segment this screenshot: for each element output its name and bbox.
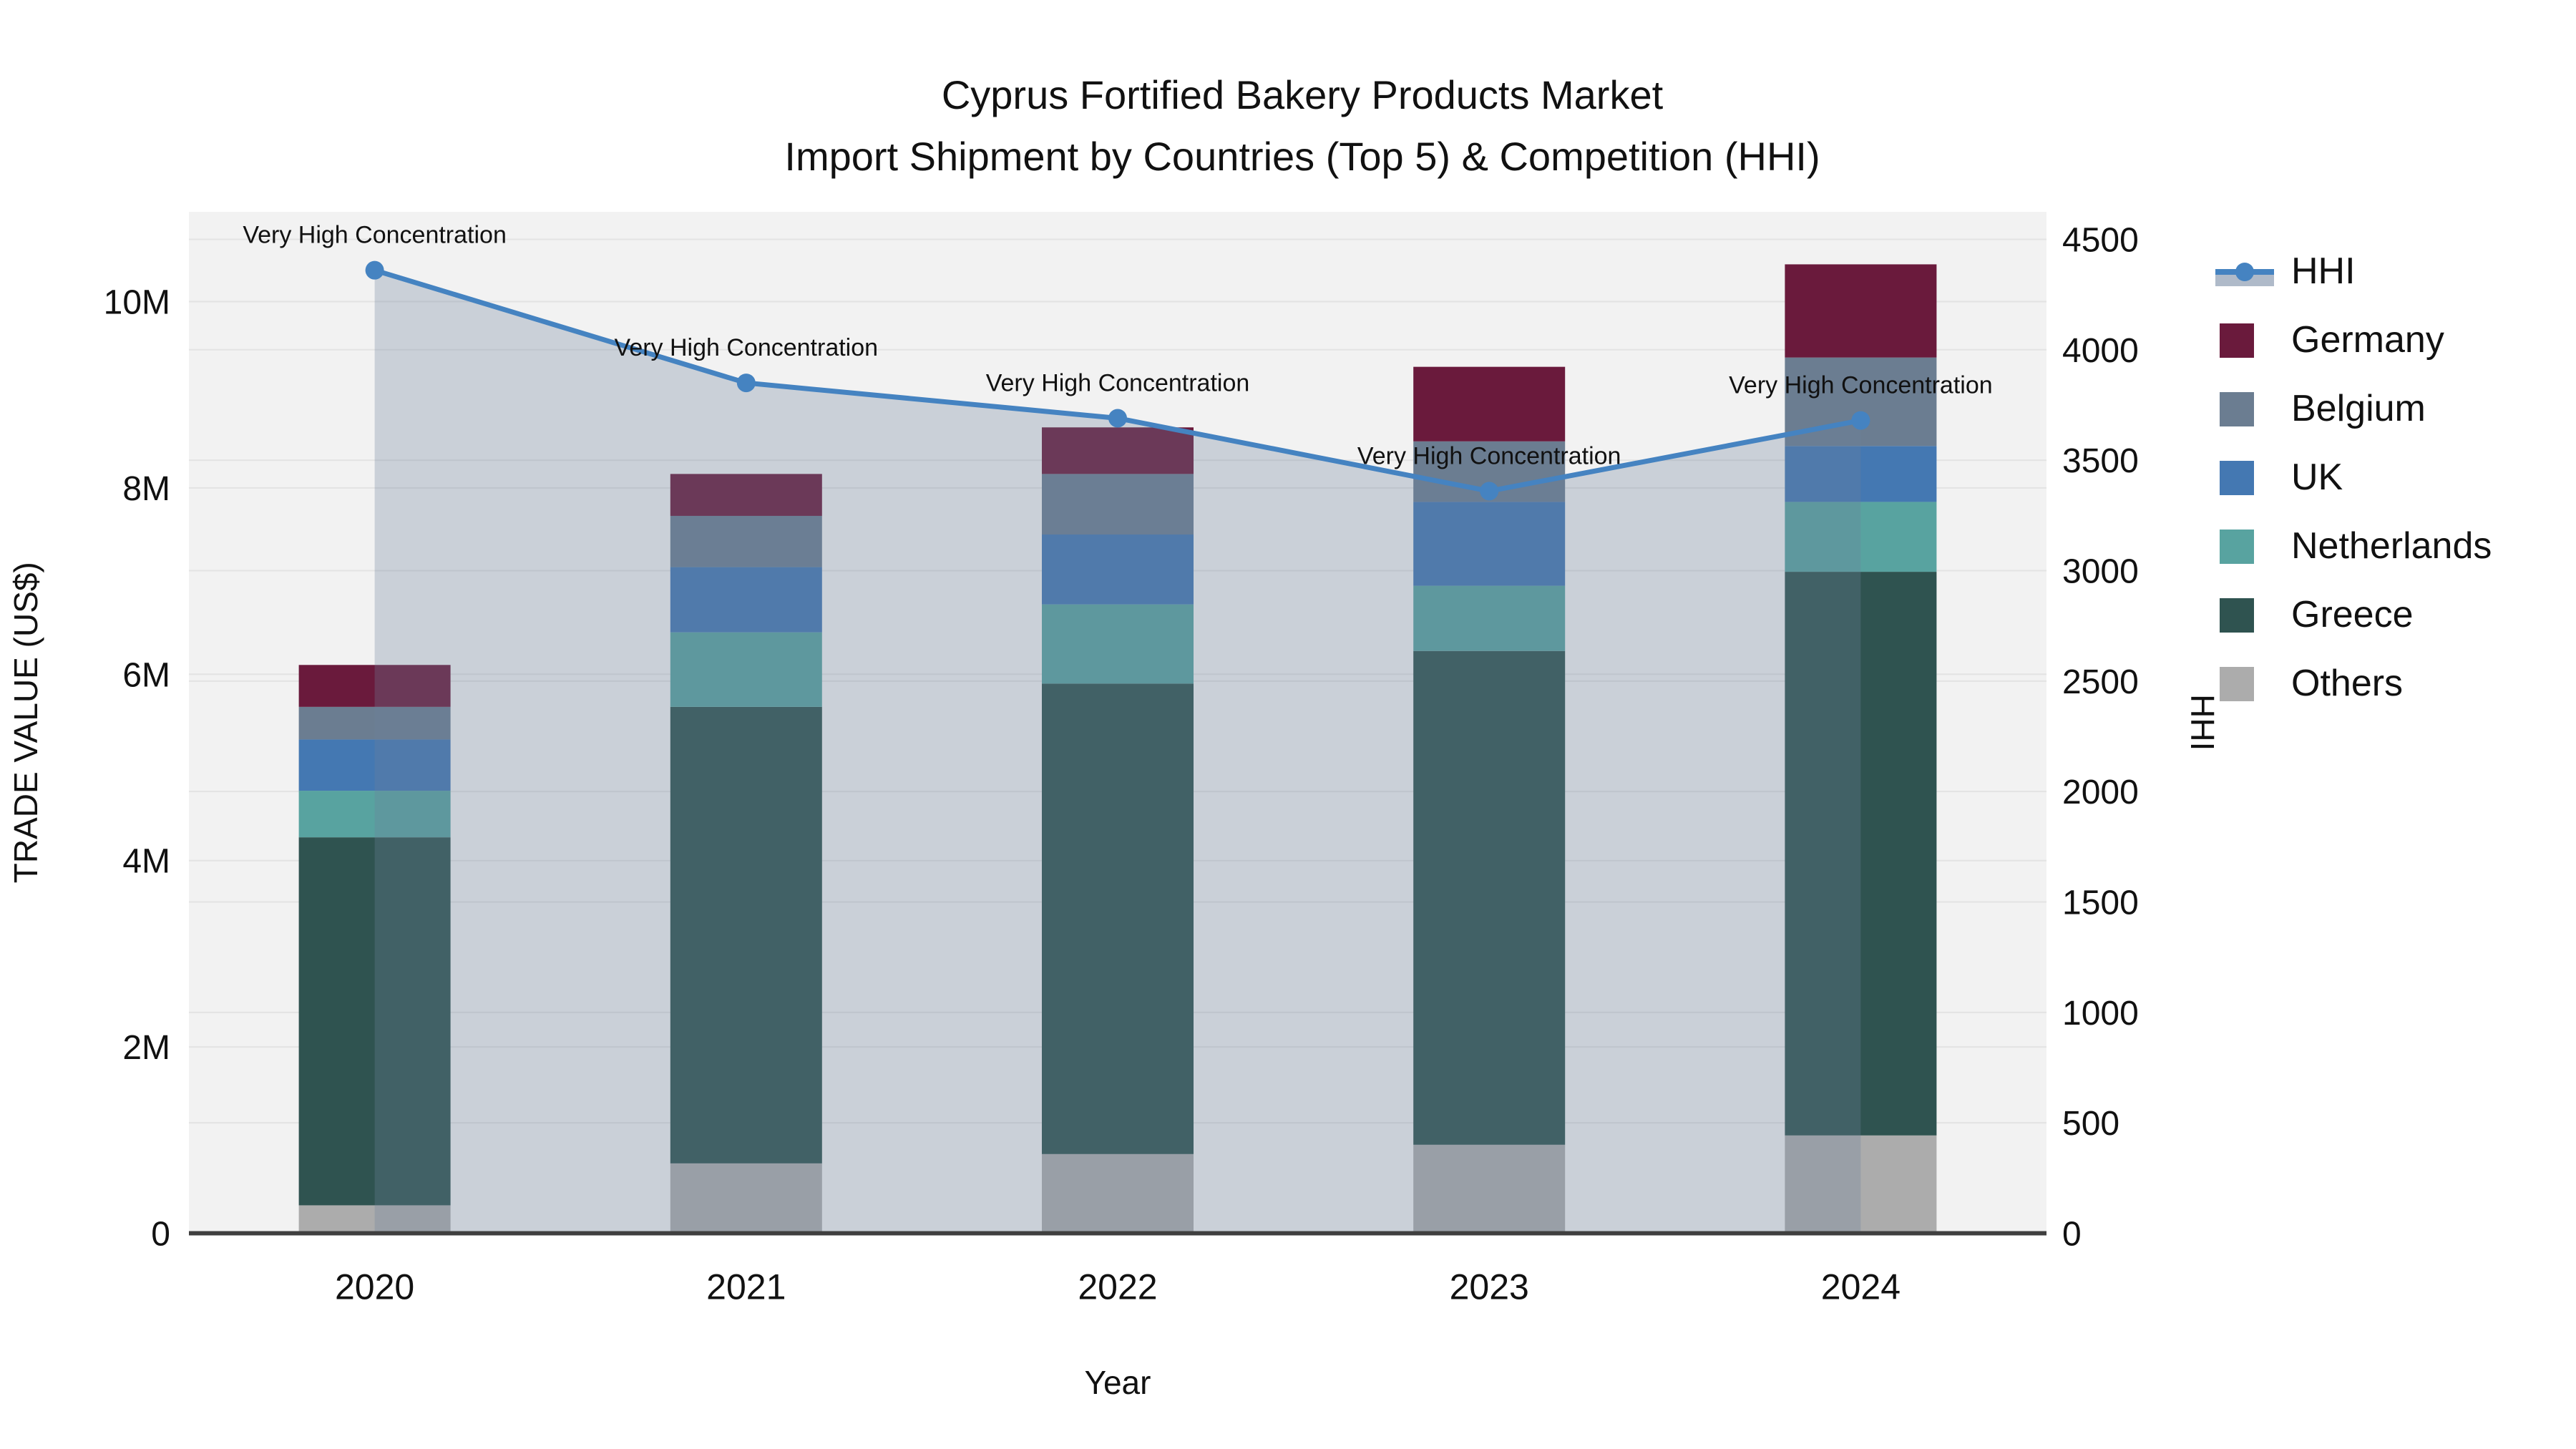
bar-segment-2023-germany[interactable] — [1413, 366, 1566, 441]
y-left-tick-label: 0 — [151, 1216, 170, 1254]
annotation-2023: Very High Concentration — [1357, 442, 1621, 469]
legend-item-uk[interactable]: UK — [2220, 457, 2343, 498]
bar-segment-2024-greece[interactable] — [1785, 572, 1937, 1136]
bar-segment-2024-netherlands[interactable] — [1785, 502, 1937, 572]
legend-label-germany: Germany — [2291, 319, 2444, 361]
y-left-tick-label: 8M — [122, 470, 170, 508]
hhi-marker-2020[interactable] — [365, 260, 384, 280]
y-right-tick-label: 3500 — [2062, 442, 2139, 480]
chart-subtitle: Import Shipment by Countries (Top 5) & C… — [784, 134, 1820, 179]
bar-segment-2021-uk[interactable] — [670, 567, 822, 633]
bar-segment-2020-germany[interactable] — [298, 665, 451, 707]
x-axis-title: Year — [1085, 1364, 1151, 1401]
annotation-2021: Very High Concentration — [615, 334, 879, 361]
legend-swatch-germany — [2220, 323, 2254, 358]
annotation-2022: Very High Concentration — [986, 369, 1250, 396]
hhi-area-fill — [374, 270, 1861, 1234]
legend-item-hhi[interactable]: HHI — [2215, 250, 2356, 292]
legend-label-others: Others — [2291, 663, 2403, 704]
legend-swatch-greece — [2220, 598, 2254, 633]
bar-segment-2022-netherlands[interactable] — [1042, 604, 1194, 684]
legend-swatch-netherlands — [2220, 530, 2254, 564]
annotation-2024: Very High Concentration — [1729, 372, 1993, 399]
legend-swatch-uk — [2220, 461, 2254, 495]
y-right-tick-label: 1500 — [2062, 884, 2139, 922]
y-axis-title-right: HHI — [2184, 694, 2221, 751]
legend-item-greece[interactable]: Greece — [2220, 594, 2414, 635]
bar-segment-2023-others[interactable] — [1413, 1144, 1566, 1234]
x-tick-label-2024: 2024 — [1821, 1267, 1901, 1307]
legend-item-belgium[interactable]: Belgium — [2220, 388, 2426, 429]
bar-segment-2020-greece[interactable] — [298, 837, 451, 1206]
y-right-tick-label: 0 — [2062, 1216, 2082, 1254]
bar-segment-2023-netherlands[interactable] — [1413, 585, 1566, 651]
legend-label-hhi: HHI — [2291, 250, 2356, 292]
bar-segment-2021-others[interactable] — [670, 1163, 822, 1234]
bar-segment-2023-uk[interactable] — [1413, 502, 1566, 586]
bar-segment-2020-netherlands[interactable] — [298, 791, 451, 838]
x-tick-label-2023: 2023 — [1450, 1267, 1529, 1307]
x-tick-label-2022: 2022 — [1078, 1267, 1157, 1307]
bar-segment-2021-netherlands[interactable] — [670, 632, 822, 707]
y-right-tick-label: 4000 — [2062, 332, 2139, 370]
bars-group — [298, 264, 1937, 1234]
hhi-marker-2021[interactable] — [736, 374, 756, 393]
bar-segment-2024-germany[interactable] — [1785, 264, 1937, 358]
bar-segment-2022-uk[interactable] — [1042, 535, 1194, 605]
hhi-marker-2022[interactable] — [1108, 409, 1127, 428]
legend-item-netherlands[interactable]: Netherlands — [2220, 525, 2492, 567]
chart-title: Cyprus Fortified Bakery Products Market — [942, 72, 1664, 117]
bar-segment-2021-greece[interactable] — [670, 706, 822, 1163]
y-left-tick-label: 2M — [122, 1029, 170, 1067]
x-tick-label-2020: 2020 — [335, 1267, 414, 1307]
y-right-tick-label: 2500 — [2062, 663, 2139, 701]
y-right-tick-label: 2000 — [2062, 774, 2139, 811]
y-right-tick-label: 4500 — [2062, 221, 2139, 259]
bar-segment-2021-germany[interactable] — [670, 474, 822, 516]
legend-swatch-others — [2220, 667, 2254, 701]
legend-item-others[interactable]: Others — [2220, 663, 2403, 704]
bar-segment-2023-greece[interactable] — [1413, 650, 1566, 1145]
bar-segment-2022-greece[interactable] — [1042, 683, 1194, 1154]
annotation-2020: Very High Concentration — [243, 222, 507, 249]
y-axis-title-left: TRADE VALUE (US$) — [7, 562, 44, 883]
x-tick-label-2021: 2021 — [706, 1267, 786, 1307]
bar-segment-2024-uk[interactable] — [1785, 446, 1937, 502]
bar-segment-2020-others[interactable] — [298, 1205, 451, 1234]
y-left-tick-label: 6M — [122, 656, 170, 694]
y-left-tick-label: 4M — [122, 843, 170, 881]
legend-label-greece: Greece — [2291, 594, 2414, 635]
bar-segment-2022-belgium[interactable] — [1042, 474, 1194, 535]
bar-segment-2024-others[interactable] — [1785, 1135, 1937, 1234]
legend: HHI Germany Belgium UK Netherlands Greece Othe… — [2215, 250, 2492, 704]
legend-swatch-belgium — [2220, 392, 2254, 426]
bar-segment-2022-others[interactable] — [1042, 1153, 1194, 1234]
legend-hhi-marker-icon — [2235, 263, 2254, 281]
y-right-tick-label: 1000 — [2062, 995, 2139, 1033]
y-right-tick-label: 500 — [2062, 1105, 2119, 1143]
bar-segment-2020-uk[interactable] — [298, 739, 451, 791]
hhi-marker-2023[interactable] — [1480, 482, 1499, 501]
y-right-tick-label: 3000 — [2062, 552, 2139, 590]
bar-segment-2021-belgium[interactable] — [670, 515, 822, 567]
bar-segment-2022-germany[interactable] — [1042, 427, 1194, 474]
bar-segment-2020-belgium[interactable] — [298, 706, 451, 740]
legend-item-germany[interactable]: Germany — [2220, 319, 2444, 361]
y-left-tick-label: 10M — [104, 284, 170, 322]
legend-label-uk: UK — [2291, 457, 2343, 498]
hhi-marker-2024[interactable] — [1851, 411, 1870, 430]
legend-label-belgium: Belgium — [2291, 388, 2426, 429]
legend-label-netherlands: Netherlands — [2291, 525, 2492, 567]
